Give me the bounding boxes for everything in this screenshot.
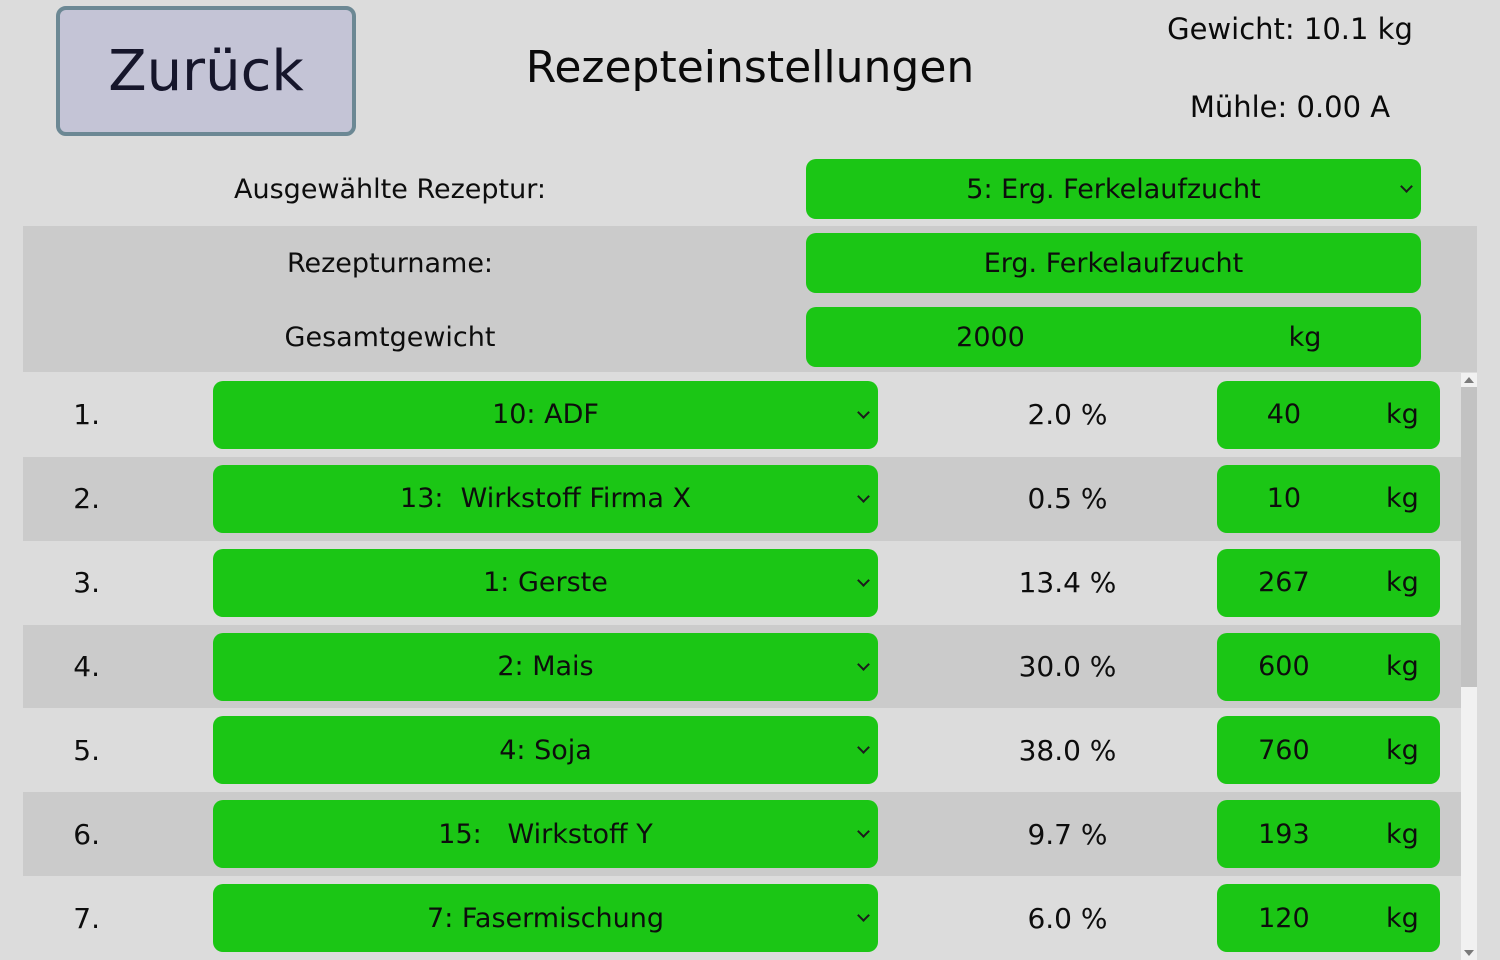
ingredient-percent: 9.7 %: [1027, 817, 1108, 851]
ingredient-amount-input[interactable]: 193: [1258, 818, 1310, 850]
total-weight-label: Gesamtgewicht: [284, 321, 496, 353]
ingredient-unit-label: kg: [1386, 399, 1419, 431]
ingredient-select-value: 15: Wirkstoff Y: [438, 818, 653, 850]
chevron-down-icon: [857, 573, 870, 587]
list-scrollbar[interactable]: [1461, 373, 1477, 960]
ingredient-select[interactable]: 10: ADF: [213, 380, 878, 449]
total-weight-input[interactable]: 2000: [956, 321, 1025, 353]
ingredient-row: 3. 1: Gerste 13.4 % 267 kg: [0, 541, 1477, 625]
ingredient-percent: 30.0 %: [1018, 650, 1117, 683]
ingredient-unit-label: kg: [1386, 567, 1419, 599]
ingredient-select-value: 2: Mais: [497, 651, 594, 682]
scrollbar-thumb[interactable]: [1461, 387, 1477, 687]
ingredient-unit-label: kg: [1386, 818, 1419, 850]
ingredient-index: 1.: [73, 398, 100, 432]
ingredient-amount-input[interactable]: 120: [1258, 902, 1310, 934]
ingredient-amount-box: 40 kg: [1217, 380, 1440, 449]
ingredient-select[interactable]: 1: Gerste: [213, 548, 878, 617]
total-weight-box: 2000 kg: [806, 307, 1421, 367]
arrow-up-icon: [1464, 377, 1474, 383]
back-button[interactable]: Zurück: [56, 6, 356, 136]
arrow-down-icon: [1464, 950, 1474, 956]
ingredient-row: 5. 4: Soja 38.0 % 760 kg: [0, 708, 1477, 792]
ingredient-amount-input[interactable]: 10: [1266, 483, 1302, 515]
ingredient-select[interactable]: 13: Wirkstoff Firma X: [213, 464, 878, 533]
ingredient-percent: 13.4 %: [1018, 566, 1117, 600]
recipe-name-input[interactable]: Erg. Ferkelaufzucht: [806, 233, 1421, 293]
scrollbar-up-button[interactable]: [1461, 373, 1477, 387]
total-weight-unit-label: kg: [1288, 321, 1322, 353]
ingredient-percent: 2.0 %: [1027, 398, 1108, 432]
ingredient-select-value: 13: Wirkstoff Firma X: [400, 483, 691, 515]
page-title: Rezepteinstellungen: [525, 42, 975, 93]
ingredient-amount-box: 760 kg: [1217, 716, 1440, 785]
ingredient-amount-box: 120 kg: [1217, 884, 1440, 953]
chevron-down-icon: [1400, 180, 1413, 193]
ingredient-select-value: 4: Soja: [499, 734, 592, 766]
ingredient-index: 3.: [73, 566, 100, 600]
ingredient-amount-input[interactable]: 40: [1266, 399, 1302, 431]
weight-readout: Gewicht: 10.1 kg: [1167, 12, 1413, 46]
ingredient-select-value: 1: Gerste: [483, 567, 608, 599]
chevron-down-icon: [857, 741, 870, 755]
ingredient-amount-input[interactable]: 267: [1258, 567, 1310, 599]
chevron-down-icon: [857, 909, 870, 922]
ingredient-index: 6.: [73, 817, 100, 851]
ingredient-amount-box: 267 kg: [1217, 548, 1440, 617]
ingredient-index: 4.: [73, 650, 100, 683]
ingredient-percent: 38.0 %: [1018, 733, 1117, 767]
recipe-select-value: 5: Erg. Ferkelaufzucht: [966, 173, 1261, 205]
chevron-down-icon: [857, 657, 870, 671]
status-readouts: Gewicht: 10.1 kg Mühle: 0.00 A: [1100, 12, 1480, 124]
ingredient-index: 7.: [73, 901, 100, 935]
chevron-down-icon: [857, 825, 870, 839]
ingredient-amount-box: 600 kg: [1217, 632, 1440, 701]
scrollbar-down-button[interactable]: [1461, 946, 1477, 960]
ingredient-select-value: 7: Fasermischung: [427, 902, 664, 934]
ingredient-select-value: 10: ADF: [492, 399, 599, 431]
ingredient-amount-input[interactable]: 600: [1258, 651, 1310, 682]
ingredient-unit-label: kg: [1386, 734, 1419, 766]
selected-recipe-label: Ausgewählte Rezeptur:: [234, 173, 546, 205]
ingredient-row: 6. 15: Wirkstoff Y 9.7 % 193 kg: [0, 792, 1477, 877]
chevron-down-icon: [857, 489, 870, 503]
ingredient-index: 5.: [73, 733, 100, 767]
ingredient-percent: 6.0 %: [1027, 901, 1108, 935]
ingredient-row: 4. 2: Mais 30.0 % 600 kg: [0, 624, 1477, 709]
ingredient-percent: 0.5 %: [1027, 482, 1108, 516]
ingredient-row: 2. 13: Wirkstoff Firma X 0.5 % 10 kg: [0, 456, 1477, 541]
ingredient-unit-label: kg: [1386, 651, 1419, 682]
ingredient-amount-input[interactable]: 760: [1258, 734, 1310, 766]
ingredient-amount-box: 10 kg: [1217, 464, 1440, 533]
recipe-name-label: Rezepturname:: [286, 247, 494, 279]
ingredient-list: 1. 10: ADF 2.0 % 40 kg 2. 13: Wirkstoff …: [0, 373, 1477, 960]
chevron-down-icon: [857, 406, 870, 419]
ingredient-index: 2.: [73, 482, 100, 516]
mill-current-readout: Mühle: 0.00 A: [1189, 90, 1391, 124]
ingredient-amount-box: 193 kg: [1217, 800, 1440, 869]
ingredient-row: 1. 10: ADF 2.0 % 40 kg: [0, 373, 1477, 457]
ingredient-unit-label: kg: [1386, 902, 1419, 934]
ingredient-select[interactable]: 2: Mais: [213, 632, 878, 701]
recipe-select[interactable]: 5: Erg. Ferkelaufzucht: [806, 159, 1421, 219]
ingredient-select[interactable]: 4: Soja: [213, 716, 878, 785]
ingredient-select[interactable]: 15: Wirkstoff Y: [213, 800, 878, 869]
ingredient-row: 7. 7: Fasermischung 6.0 % 120 kg: [0, 876, 1477, 960]
ingredient-unit-label: kg: [1386, 483, 1419, 515]
ingredient-select[interactable]: 7: Fasermischung: [213, 884, 878, 953]
